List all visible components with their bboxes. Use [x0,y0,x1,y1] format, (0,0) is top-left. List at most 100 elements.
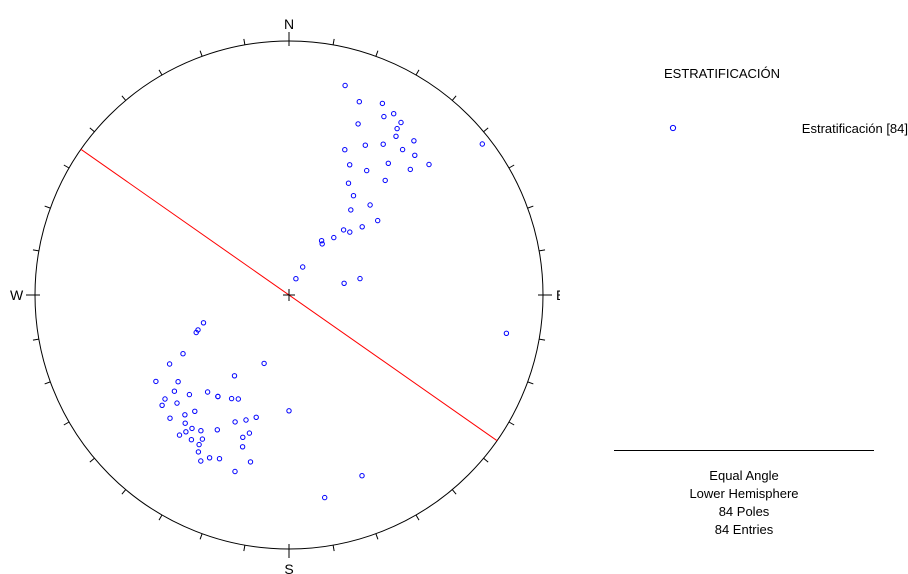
pole-point [240,434,246,440]
pole-point [362,142,368,148]
pole-point [348,207,354,213]
pole-point [347,162,353,168]
azimuth-tick [375,533,379,540]
pole-point [375,217,381,224]
pole-point [188,437,195,443]
azimuth-tick [121,489,127,495]
azimuth-tick [89,457,95,463]
south-label: S [284,561,293,574]
pole-point [355,121,361,127]
hemisphere-label: Lower Hemisphere [689,486,799,501]
pole-point [341,280,347,286]
pole-point [367,202,373,208]
info-divider [614,450,874,451]
pole-point [214,427,221,433]
projection-info: Equal Angle Lower Hemisphere 84 Poles 84… [614,467,874,539]
pole-point [364,167,370,174]
pole-point [196,441,202,448]
pole-point [153,378,159,385]
pole-point [411,138,417,144]
pole-point [235,396,242,402]
pole-point [199,436,206,442]
pole-point [391,111,397,117]
azimuth-tick [243,545,246,552]
pole-point [398,119,404,126]
pole-point [261,360,267,367]
pole-point [198,458,204,464]
azimuth-ticks [26,32,552,558]
pole-point [228,395,235,402]
azimuth-tick [483,457,489,463]
pole-point [186,391,193,398]
pole-point [393,133,399,140]
azimuth-tick [199,533,203,540]
west-label: W [10,287,24,303]
azimuth-tick [63,421,70,426]
azimuth-tick [508,164,515,169]
pole-point [198,428,204,434]
pole-point [182,412,188,418]
pole-point [189,425,195,432]
azimuth-tick [483,127,489,133]
pole-point [246,430,253,436]
pole-point [232,468,238,475]
pole-point [166,361,173,367]
entries-count-label: 84 Entries [714,522,774,537]
pole-point [162,396,168,402]
azimuth-tick [375,50,379,57]
pole-point [385,160,391,167]
pole-point [174,400,180,406]
poles-count-label: 84 Poles [718,504,770,519]
azimuth-tick [332,38,335,45]
pole-point [253,414,259,420]
pole-point [171,388,178,394]
pole-point [331,234,337,241]
pole-point [407,166,413,173]
pole-point [206,455,213,461]
pole-point [195,327,201,333]
east-label: E [556,287,560,303]
pole-point [293,276,299,282]
pole-point [175,379,181,385]
pole-point [394,125,400,132]
pole-point [239,444,246,450]
azimuth-tick [44,205,51,209]
pole-point [503,330,510,336]
pole-point [342,82,348,89]
azimuth-tick [508,421,515,426]
azimuth-tick [539,249,546,252]
azimuth-tick [32,338,39,341]
pole-point [426,161,432,168]
azimuth-tick [158,514,163,521]
pole-point [215,393,221,400]
azimuth-tick [539,338,546,341]
pole-point [357,275,363,282]
pole-point [322,494,328,501]
pole-point [232,419,238,425]
pole-point [176,432,183,438]
pole-point [243,417,249,423]
azimuth-tick [415,69,420,76]
azimuth-tick [89,127,95,133]
legend-title: ESTRATIFICACIÓN [664,66,781,81]
pole-point [286,408,292,414]
stereonet: N S E W [10,16,560,574]
pole-point [180,351,186,357]
azimuth-tick [199,50,203,57]
azimuth-tick [158,69,163,76]
pole-point [382,177,388,184]
pole-point [345,180,352,186]
pole-point [318,238,325,244]
poles-layer [153,82,510,501]
center-cross [283,289,295,301]
pole-point [350,193,357,199]
pole-point [340,227,347,233]
azimuth-tick [527,381,534,385]
pole-point [319,241,325,247]
pole-point [182,420,188,426]
pole-point [204,389,211,395]
projection-label: Equal Angle [709,468,779,483]
pole-point [379,100,386,107]
pole-point [399,146,406,153]
pole-point [195,449,202,455]
